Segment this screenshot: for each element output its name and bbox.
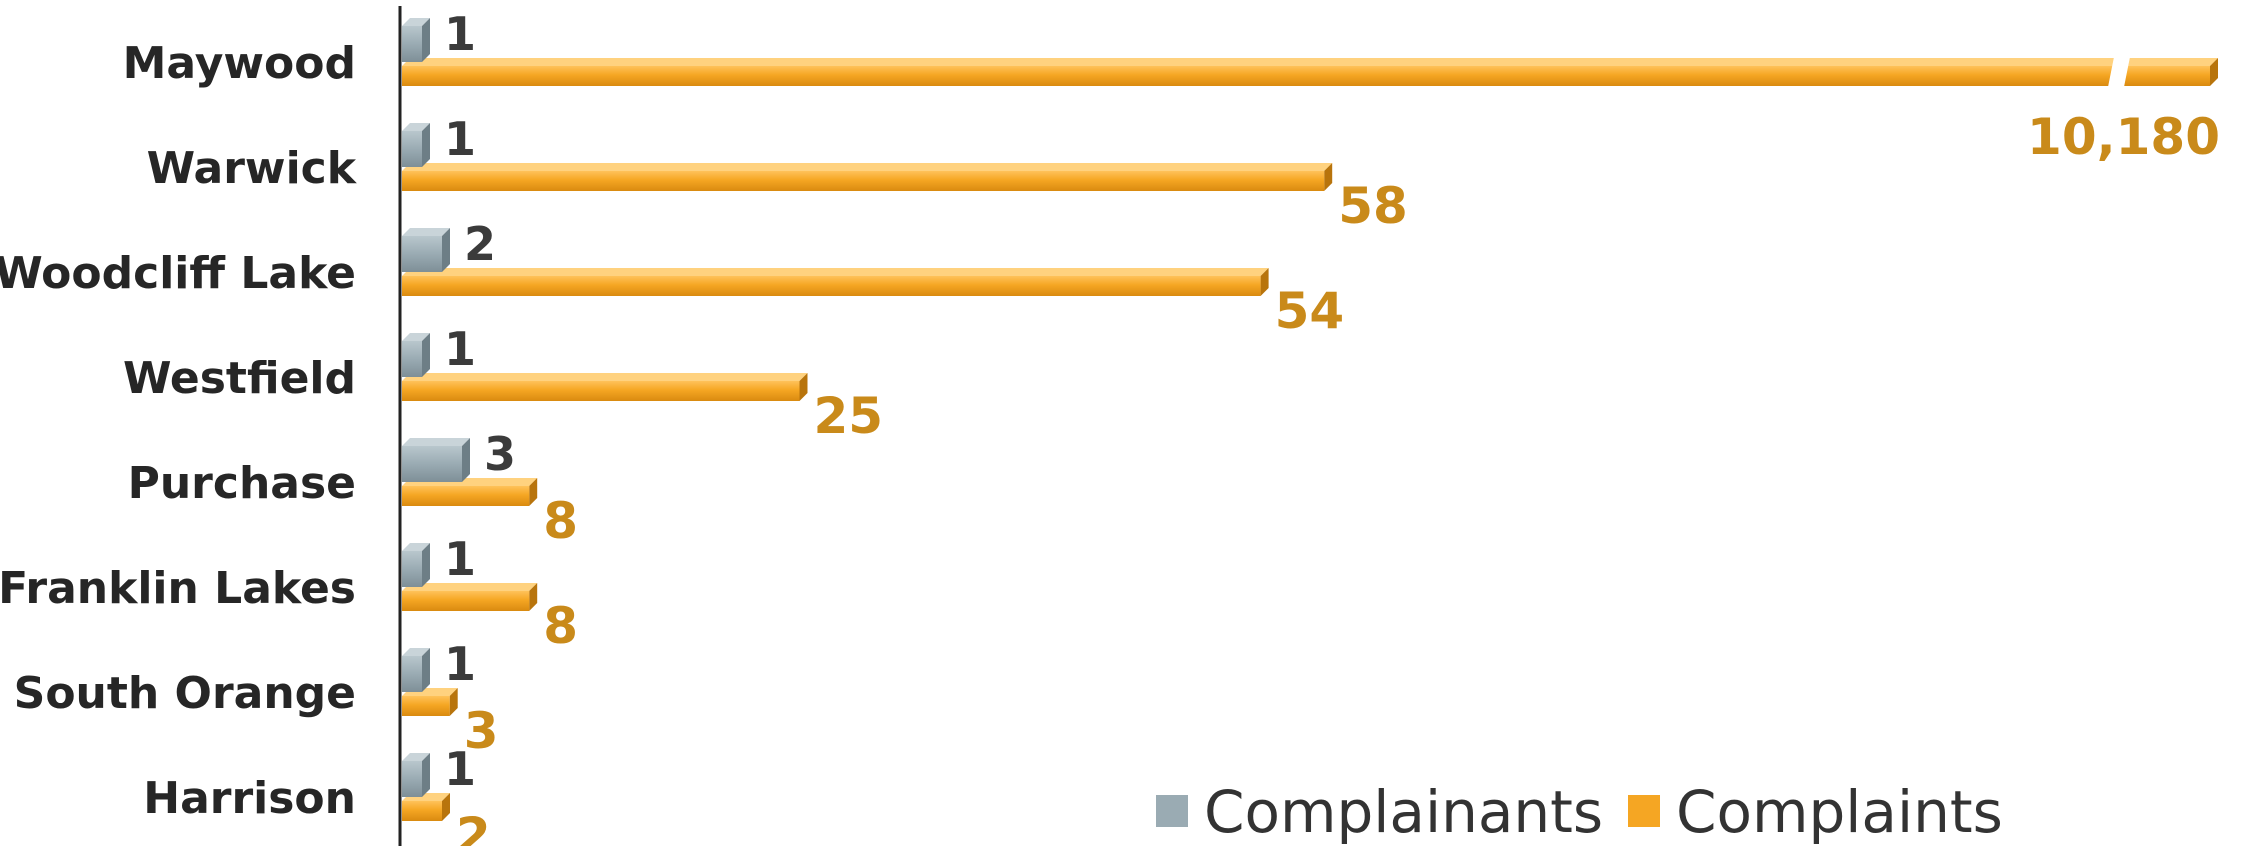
- complaints-bar-purchase: [402, 478, 538, 506]
- complainants-bar-harrison: [402, 753, 430, 797]
- complainants-bar-warwick: [402, 123, 430, 167]
- category-label-purchase: Purchase: [128, 458, 356, 509]
- complaints-value-maywood: 10,180: [2027, 108, 2220, 166]
- complainants-bar-south-orange: [402, 648, 430, 692]
- category-label-westfield: Westfield: [123, 353, 356, 404]
- complaints-bar-south-orange: [402, 688, 458, 716]
- complainants-value-warwick: 1: [444, 112, 476, 166]
- category-label-south-orange: South Orange: [14, 668, 356, 719]
- category-label-woodcliff-lake: Woodcliff Lake: [0, 248, 356, 299]
- complainants-bar-maywood: [402, 18, 430, 62]
- complaints-value-westfield: 25: [814, 387, 884, 445]
- legend-swatch-complainants: [1156, 795, 1188, 827]
- complainants-value-purchase: 3: [484, 427, 516, 481]
- axis-break-mark: [2107, 52, 2131, 92]
- complainants-bar-franklin-lakes: [402, 543, 430, 587]
- complainants-bar-purchase: [402, 438, 470, 482]
- legend-swatch-complaints: [1628, 795, 1660, 827]
- complainants-value-woodcliff-lake: 2: [464, 217, 496, 271]
- complaints-value-warwick: 58: [1338, 177, 1408, 235]
- complaints-bar-woodcliff-lake: [402, 268, 1269, 296]
- complainants-value-westfield: 1: [444, 322, 476, 376]
- complainants-bar-westfield: [402, 333, 430, 377]
- category-label-harrison: Harrison: [143, 773, 356, 824]
- legend: Complainants Complaints: [1156, 778, 2003, 846]
- complaints-value-franklin-lakes: 8: [543, 597, 578, 655]
- complaints-value-south-orange: 3: [464, 702, 499, 760]
- category-label-warwick: Warwick: [147, 143, 358, 194]
- legend-label-complaints: Complaints: [1676, 778, 2003, 846]
- complaints-value-woodcliff-lake: 54: [1275, 282, 1345, 340]
- category-label-maywood: Maywood: [123, 38, 356, 89]
- complainants-value-harrison: 1: [444, 742, 476, 796]
- complainants-value-maywood: 1: [444, 7, 476, 61]
- complainants-value-south-orange: 1: [444, 637, 476, 691]
- complainants-value-franklin-lakes: 1: [444, 532, 476, 586]
- complainants-bar-woodcliff-lake: [402, 228, 450, 272]
- complaints-bar-harrison: [402, 793, 450, 821]
- complaints-bar-westfield: [402, 373, 808, 401]
- complaints-bar-warwick: [402, 163, 1333, 191]
- complaints-bar-franklin-lakes: [402, 583, 538, 611]
- complaints-bar-maywood: [402, 58, 2218, 86]
- category-label-franklin-lakes: Franklin Lakes: [0, 563, 356, 614]
- complaints-value-harrison: 2: [456, 807, 491, 846]
- complaints-value-purchase: 8: [543, 492, 578, 550]
- legend-label-complainants: Complainants: [1204, 778, 1603, 846]
